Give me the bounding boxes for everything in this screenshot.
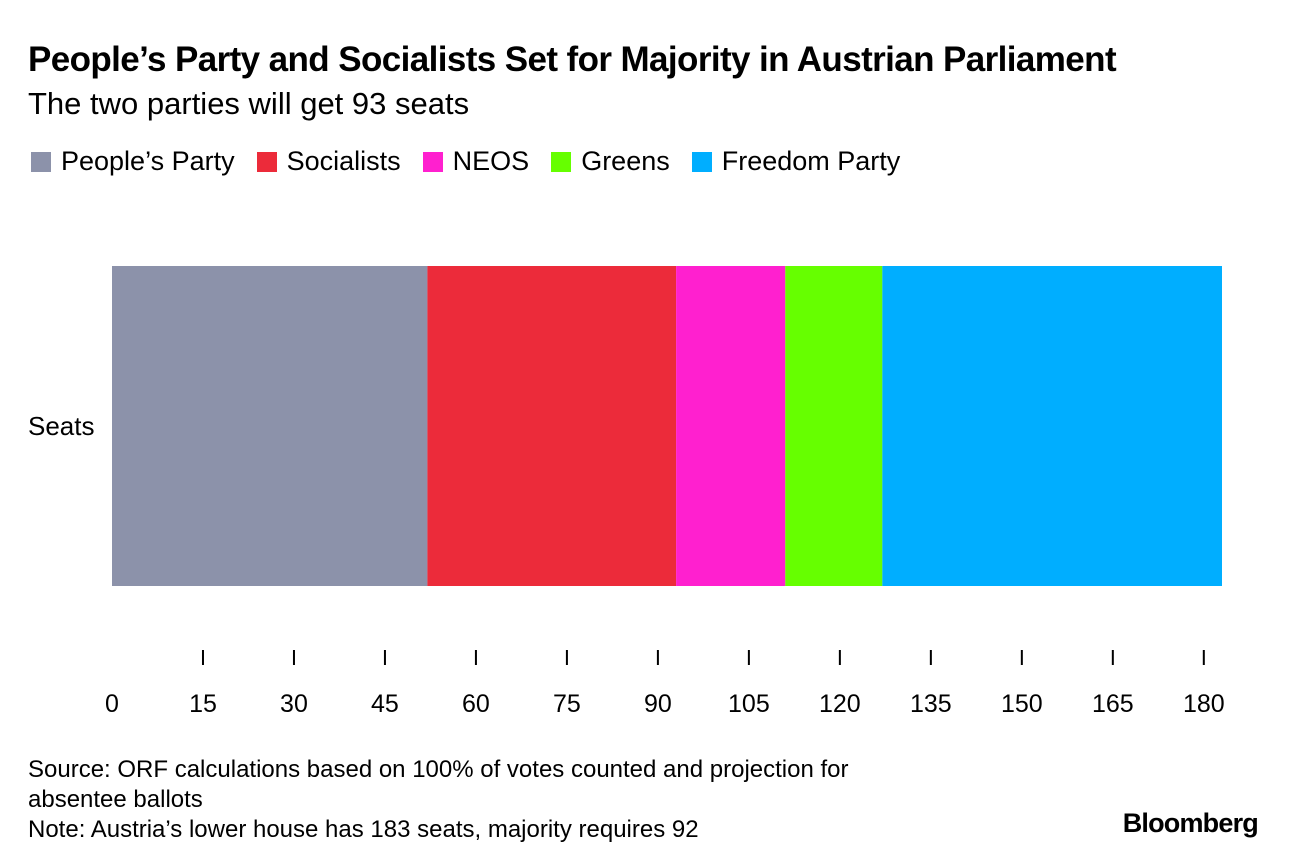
- x-tick-label-7: 105: [728, 690, 770, 718]
- legend-swatch: [551, 151, 572, 172]
- x-tick-label-3: 45: [371, 690, 399, 718]
- x-tick-label-12: 180: [1183, 690, 1225, 718]
- legend: People’s Party Socialists NEOS Greens Freedo…: [31, 146, 922, 177]
- legend-item-2: NEOS: [422, 146, 530, 177]
- legend-item-1: Socialists: [256, 146, 401, 177]
- legend-label: Freedom Party: [721, 146, 901, 176]
- category-label: Seats: [28, 411, 95, 441]
- bar-segment-4: [882, 266, 1222, 586]
- footer: Source: ORF calculations based on 100% o…: [28, 755, 849, 845]
- x-tick-label-5: 75: [553, 690, 581, 718]
- x-tick-label-10: 150: [1001, 690, 1043, 718]
- legend-item-0: People’s Party: [31, 146, 235, 177]
- source-line-1: Source: ORF calculations based on 100% o…: [28, 756, 849, 783]
- bloomberg-logo: Bloomberg: [1122, 808, 1259, 838]
- x-tick-label-4: 60: [462, 690, 490, 718]
- legend-item-3: Greens: [551, 146, 670, 177]
- legend-swatch: [691, 151, 712, 172]
- legend-label: People’s Party: [61, 146, 235, 176]
- legend-label: Greens: [581, 146, 670, 176]
- legend-item-4: Freedom Party: [691, 146, 901, 177]
- x-tick-label-8: 120: [819, 690, 861, 718]
- x-tick-label-2: 30: [280, 690, 308, 718]
- legend-label: NEOS: [452, 146, 530, 176]
- chart-subtitle: The two parties will get 93 seats: [28, 86, 470, 121]
- legend-swatch: [422, 151, 443, 172]
- x-tick-label-0: 0: [105, 690, 119, 718]
- source-line-2: absentee ballots: [28, 786, 203, 813]
- note-line: Note: Austria’s lower house has 183 seat…: [28, 816, 699, 843]
- chart-title: People’s Party and Socialists Set for Ma…: [28, 40, 1117, 79]
- legend-label: Socialists: [286, 146, 401, 176]
- x-tick-label-11: 165: [1092, 690, 1134, 718]
- x-tick-label-9: 135: [910, 690, 952, 718]
- bar-segment-0: [112, 266, 428, 586]
- legend-swatch: [31, 151, 51, 172]
- x-tick-label-6: 90: [644, 690, 672, 718]
- legend-swatch: [256, 151, 277, 172]
- bar-segment-1: [427, 266, 677, 586]
- bar-segment-2: [676, 266, 786, 586]
- x-tick-label-1: 15: [189, 690, 217, 718]
- bar-segment-3: [785, 266, 883, 586]
